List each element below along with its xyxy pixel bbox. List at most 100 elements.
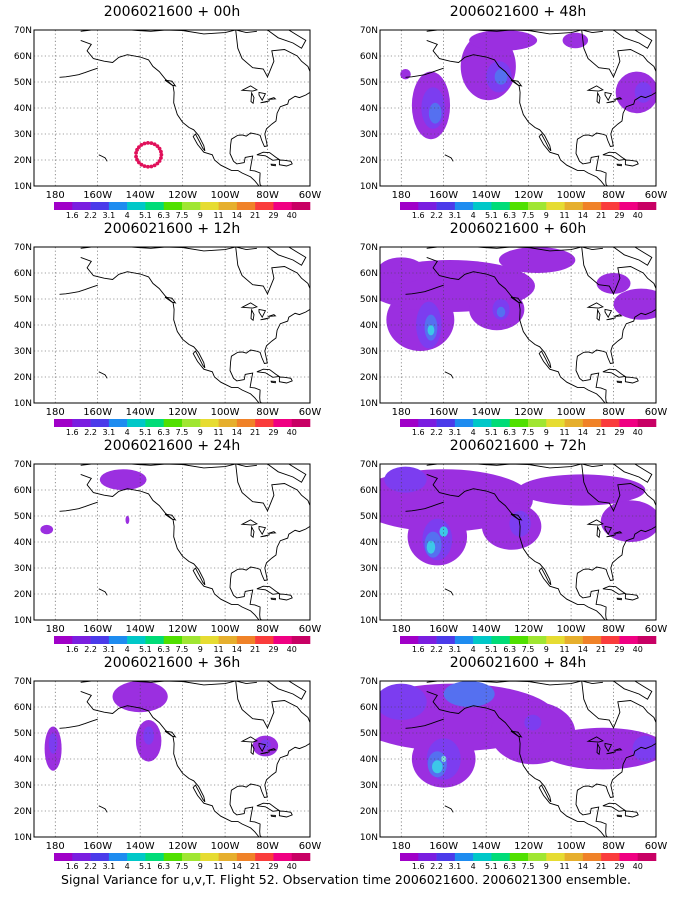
coastline [405, 718, 444, 729]
colorbar-segment [601, 202, 620, 210]
coastline [267, 247, 307, 266]
colorbar-segment [528, 419, 547, 427]
variance-shading [441, 755, 447, 763]
lon-label: 80W [256, 190, 279, 201]
flight-track-point [139, 143, 144, 147]
map-frame [33, 246, 311, 404]
coastline [444, 588, 454, 596]
colorbar-label: 3.1 [102, 645, 115, 654]
coastline [235, 464, 310, 512]
variance-shading [498, 247, 576, 273]
variance-shading [48, 733, 58, 754]
colorbar-label: 1.6 [412, 645, 425, 654]
colorbar-label: 2.2 [430, 862, 443, 871]
coastline [270, 380, 276, 384]
colorbar-label: 6.3 [157, 862, 170, 871]
lon-label: 60W [645, 624, 668, 635]
panel-title: 2006021600 + 24h [103, 438, 241, 454]
coastline [606, 534, 616, 538]
colorbar-segment [273, 202, 293, 210]
coastline [250, 742, 255, 756]
lat-label: 40N [14, 538, 32, 548]
colorbar-label: 4 [125, 211, 130, 220]
panel-60h: 2006021600 + 60h 70N 60N 50N 40N 30N 20N 10N 18… [346, 217, 692, 439]
colorbar-label: 6.3 [503, 862, 516, 871]
colorbar-segment [200, 853, 219, 861]
coastline [270, 814, 276, 818]
coastline [59, 67, 98, 78]
panel-title: 2006021600 + 36h [103, 655, 241, 671]
figure-footer: Signal Variance for u,v,T. Flight 52. Ob… [61, 872, 631, 887]
lon-label: 140W [472, 841, 501, 852]
coastline [267, 681, 307, 700]
lon-label: 180 [392, 841, 411, 852]
coastline [59, 718, 98, 729]
colorbar-segment [54, 636, 73, 644]
coastline [229, 92, 310, 186]
lat-label: 10N [360, 616, 378, 626]
colorbar-segment [491, 636, 511, 644]
lat-label: 70N [360, 460, 378, 470]
coastline [581, 247, 656, 295]
coastline [229, 309, 310, 403]
colorbar-segment [236, 202, 256, 210]
colorbar-segment [236, 419, 256, 427]
colorbar-segment [182, 202, 201, 210]
coastline [616, 597, 622, 601]
coastline [616, 814, 622, 818]
colorbar-label: 40 [287, 211, 297, 220]
variance-shading [380, 683, 427, 720]
map-area [34, 464, 325, 620]
lat-label: 70N [14, 243, 32, 253]
lon-label: 60W [299, 407, 322, 418]
lat-label: 40N [14, 755, 32, 765]
flight-track-point [146, 164, 150, 169]
lon-label: 160W [83, 624, 112, 635]
coastline [258, 525, 267, 536]
lon-label: 140W [126, 190, 155, 201]
colorbar-label: 9 [544, 211, 549, 220]
colorbar-segment [436, 853, 456, 861]
map-area [380, 30, 656, 186]
lon-label: 80W [602, 624, 625, 635]
panel-title: 2006021600 + 48h [449, 4, 587, 20]
colorbar-segment [418, 636, 437, 644]
colorbar-segment [163, 636, 183, 644]
coastline [98, 588, 108, 596]
lat-label: 60N [360, 52, 378, 62]
colorbar-segment [182, 853, 201, 861]
colorbar-label: 3.1 [102, 862, 115, 871]
colorbar-label: 6.3 [157, 645, 170, 654]
lon-label: 140W [472, 624, 501, 635]
coastline [604, 308, 613, 319]
map-60h: 70N 60N 50N 40N 30N 20N 10N 180 160W 140W 120W 100W… [360, 243, 668, 437]
colorbar-label: 7.5 [176, 645, 189, 654]
colorbar-segment [509, 636, 529, 644]
coastline [260, 100, 270, 104]
coastline [98, 154, 108, 162]
lat-label: 20N [14, 807, 32, 817]
coastline [613, 681, 653, 700]
panel-title: 2006021600 + 60h [449, 221, 587, 237]
lon-label: 80W [256, 624, 279, 635]
flight-track-point [152, 163, 157, 168]
colorbar-segment [418, 419, 437, 427]
map-area [34, 681, 310, 837]
colorbar: 1.6 2.2 3.1 4 5.1 6.3 7.5 9 11 14 21 29 40 [54, 419, 311, 437]
lon-label: 140W [126, 841, 155, 852]
panel-title: 2006021600 + 12h [103, 221, 241, 237]
coastline [311, 512, 325, 524]
colorbar-label: 21 [250, 645, 260, 654]
colorbar-segment [546, 202, 565, 210]
colorbar-label: 14 [578, 428, 588, 437]
flight-track-point [142, 141, 147, 146]
lat-label: 50N [14, 295, 32, 305]
coastline [613, 247, 653, 266]
lat-label: 30N [360, 781, 378, 791]
flight-track-point [134, 154, 138, 159]
colorbar-label: 7.5 [522, 428, 535, 437]
colorbar-segment [218, 419, 238, 427]
map-24h: 70N 60N 50N 40N 30N 20N 10N 180 160W 140W 120W 100W… [14, 460, 325, 654]
lat-label: 60N [14, 486, 32, 496]
colorbar-label: 1.6 [66, 645, 79, 654]
